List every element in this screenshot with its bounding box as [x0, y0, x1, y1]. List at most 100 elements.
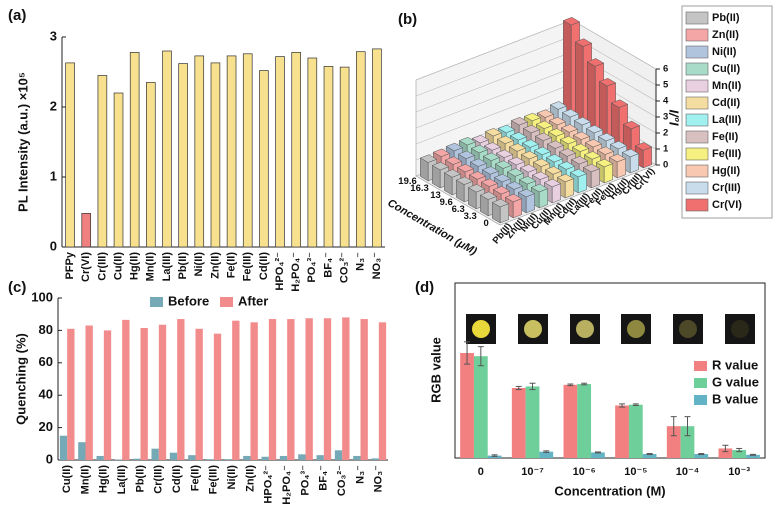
legend-label: Fe(II) [712, 131, 739, 143]
bar [158, 324, 167, 460]
bar [323, 318, 332, 460]
bar [342, 317, 350, 460]
bar [360, 319, 368, 460]
bar-top [520, 150, 539, 160]
legend-swatch [685, 147, 709, 161]
x-tick-label: 10⁻⁷ [521, 466, 544, 478]
error-bar [670, 416, 677, 437]
bar-top [445, 142, 464, 152]
x-tick-label: Fe(II) [189, 465, 201, 492]
legend-swatch [685, 96, 709, 110]
bar-shade [420, 157, 429, 181]
bar-top [536, 109, 555, 118]
x-tick-label: Hg(II) [98, 465, 110, 493]
bar-top [484, 127, 503, 137]
bar-top [559, 135, 578, 145]
x-tick-label: Ni(II) [193, 252, 205, 277]
bar [59, 435, 68, 460]
x-tick-label: 0 [484, 218, 489, 229]
legend-swatch [685, 181, 709, 195]
bar-top [543, 178, 562, 188]
bar-top [531, 171, 550, 180]
y-tick-label: 80 [39, 322, 53, 337]
legend-swatch [694, 378, 707, 388]
x-tick-label: HPO₄²⁻ [274, 252, 286, 291]
bar-top [546, 140, 565, 149]
x-tick-label: 6.3 [452, 204, 465, 215]
y-tick-label: 3 [50, 28, 57, 43]
y-tick-label: 100 [31, 289, 53, 304]
bar [642, 454, 657, 458]
bar [372, 48, 382, 248]
bar-top [585, 124, 604, 134]
bar-top [496, 135, 515, 144]
bar-shade [444, 172, 453, 195]
legend-swatch [685, 62, 709, 76]
x-tick-label: 10⁻⁶ [573, 466, 596, 478]
legend-swatch [694, 361, 707, 371]
bar [473, 356, 488, 458]
bar [539, 451, 554, 458]
bar-top [621, 148, 640, 158]
bar [628, 404, 643, 458]
x-tick-label: Zn(II) [209, 252, 221, 279]
bar-top [586, 58, 605, 67]
legend-swatch [685, 79, 709, 93]
bar [113, 92, 124, 248]
y-tick-label: 60 [39, 354, 53, 369]
bar-top [583, 151, 602, 160]
bar [250, 322, 258, 460]
legend-label: R value [712, 357, 758, 372]
y-tick-label: 0 [50, 238, 57, 253]
bar-top [482, 152, 501, 161]
x-tick-label: Cu(II) [112, 252, 124, 280]
bar-top [467, 184, 486, 193]
x-tick-label: Pb(II) [134, 465, 146, 493]
x-tick-label: Cr(III) [153, 465, 165, 494]
bar [511, 388, 526, 458]
bar-top [582, 163, 601, 173]
photo-spot [627, 320, 645, 338]
error-bar [464, 341, 471, 365]
bar-top [634, 142, 653, 151]
photo-spot [472, 320, 490, 338]
x-tick-label: Fe(II) [225, 252, 237, 279]
bar-top [480, 178, 499, 187]
z-axis-label: I₀/I [666, 110, 681, 126]
bar [96, 455, 104, 460]
bar [316, 455, 324, 460]
bar-top [535, 120, 554, 129]
bar [460, 353, 474, 458]
x-tick-label: 16.3 [410, 183, 429, 194]
bar-top [506, 168, 525, 177]
bar-top [610, 99, 629, 108]
bar [591, 452, 605, 458]
bar-top [456, 163, 475, 173]
bar-top [483, 142, 502, 151]
bar [334, 450, 343, 460]
bar-top [469, 158, 488, 167]
x-tick-label: Zn(II) [244, 465, 256, 492]
bar-top [522, 124, 541, 134]
x-tick-label: N₃⁻ [354, 465, 366, 484]
y-axis-label: RGB value [428, 337, 443, 403]
panel-label: (d) [415, 279, 434, 296]
legend-label: Hg(II) [712, 165, 740, 177]
x-tick-label: Hg(II) [129, 252, 141, 280]
bar-shade [492, 202, 501, 223]
y-axis-label: PL Intensity (a.u.) ×10⁵ [15, 72, 30, 212]
panel-label: (b) [398, 11, 417, 28]
bar [178, 63, 188, 248]
bar [259, 70, 269, 248]
bar-top [569, 168, 588, 178]
bar-top [530, 183, 549, 193]
bar [298, 454, 306, 460]
bar [194, 55, 205, 248]
bar [65, 62, 75, 248]
error-bar [543, 450, 550, 453]
bar-shade [432, 165, 441, 188]
z-tick-label: 2 [663, 128, 668, 139]
x-tick-label: 19.6 [398, 176, 417, 187]
bar-top [491, 198, 510, 208]
